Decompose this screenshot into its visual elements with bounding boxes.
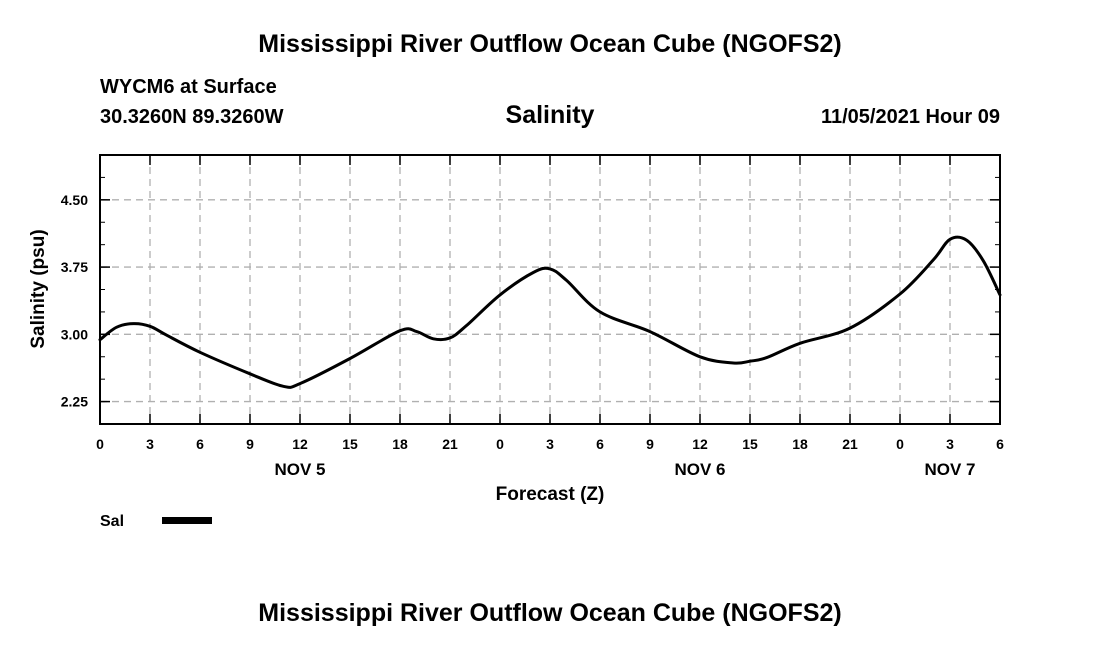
x-tick-label: 3 [546,436,554,452]
chart-title: Salinity [505,101,595,129]
page-title: Mississippi River Outflow Ocean Cube (NG… [258,30,842,58]
x-tick-label: 9 [246,436,254,452]
legend-label-sal: Sal [100,513,124,530]
axis-ticks [99,154,1001,425]
y-axis-title: Salinity (psu) [28,229,49,348]
x-tick-label: 15 [342,436,358,452]
coordinates-label: 30.3260N 89.3260W [100,106,284,128]
date-label: NOV 6 [674,460,725,479]
salinity-series-line [98,235,1002,389]
x-tick-label: 9 [646,436,654,452]
forecast-datestamp: 11/05/2021 Hour 09 [820,106,1000,128]
x-tick-label: 15 [742,436,758,452]
legend-swatch-sal [162,517,212,524]
date-label: NOV 7 [924,460,975,479]
station-label: WYCM6 at Surface [100,76,277,98]
x-tick-label: 0 [96,436,104,452]
x-tick-label: 3 [146,436,154,452]
x-tick-label: 21 [442,436,458,452]
x-tick-label: 6 [596,436,604,452]
y-tick-label: 3.00 [61,326,88,342]
legend: Sal [100,513,212,530]
chart-grid [100,155,1000,424]
x-tick-label: 0 [896,436,904,452]
x-tick-label: 18 [792,436,808,452]
footer-title: Mississippi River Outflow Ocean Cube (NG… [258,599,842,627]
y-tick-label: 2.25 [61,394,88,410]
x-tick-label: 12 [692,436,708,452]
x-tick-label: 21 [842,436,858,452]
plot-frame [99,154,1001,425]
y-tick-label: 4.50 [61,192,88,208]
y-tick-label: 3.75 [61,259,88,275]
x-tick-label: 18 [392,436,408,452]
x-tick-label: 6 [996,436,1004,452]
x-tick-label: 3 [946,436,954,452]
x-tick-label: 0 [496,436,504,452]
x-tick-label: 6 [196,436,204,452]
axis-tick-labels: 0 3 6 9 12 15 18 21 0 3 6 9 12 15 18 21 0 3 6 2.25 3.00 3.75 4… [61,192,1004,479]
date-label: NOV 5 [274,460,325,479]
x-tick-label: 12 [292,436,308,452]
x-axis-title: Forecast (Z) [496,484,605,505]
